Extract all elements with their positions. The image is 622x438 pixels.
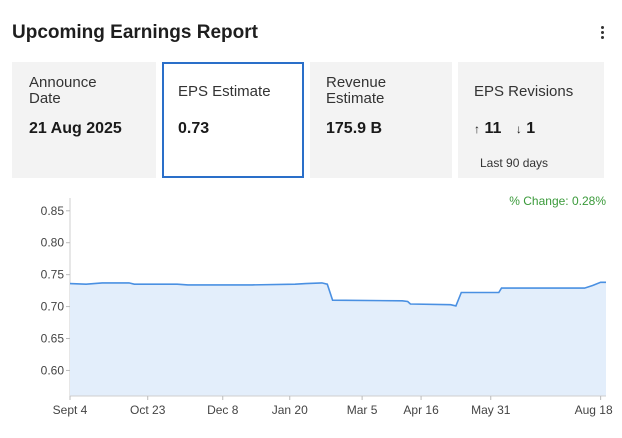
revisions-period: Last 90 days [480, 156, 549, 170]
eps-estimate-value: 0.73 [178, 120, 210, 137]
revenue-estimate-card[interactable]: Revenue Estimate 175.9 B [310, 62, 452, 178]
eps-revisions-label: EPS Revisions [474, 83, 574, 100]
widget-title: Upcoming Earnings Report [12, 22, 258, 43]
arrow-down-icon: ↓ [515, 122, 522, 136]
announce-date-value: 21 Aug 2025 [29, 120, 122, 137]
widget-header: Upcoming Earnings Report [12, 20, 612, 50]
y-tick-label: 0.85 [41, 204, 65, 218]
eps-estimate-label: EPS Estimate [178, 83, 271, 100]
eps-revisions-counts: ↑ 11 ↓ 1 [474, 120, 535, 138]
revisions-up-count: 11 [484, 120, 502, 137]
x-tick-label: Sept 4 [53, 403, 88, 417]
eps-area-fill [70, 282, 606, 396]
announce-date-card[interactable]: Announce Date 21 Aug 2025 [12, 62, 156, 178]
y-tick-label: 0.75 [41, 268, 65, 282]
x-tick-label: Oct 23 [130, 403, 166, 417]
y-tick-label: 0.70 [41, 300, 65, 314]
y-tick-label: 0.60 [41, 363, 65, 377]
arrow-up-icon: ↑ [474, 122, 480, 136]
y-tick-label: 0.80 [41, 236, 65, 250]
eps-chart-svg[interactable]: 0.85 0.80 0.75 0.70 0.65 0.60 Sept 4 Oct 23 Dec … [0, 190, 622, 438]
revisions-down-count: 1 [526, 120, 536, 137]
x-tick-label: Jan 20 [272, 403, 308, 417]
earnings-cards: Announce Date 21 Aug 2025 EPS Estimate 0… [12, 62, 604, 178]
eps-estimate-card[interactable]: EPS Estimate 0.73 [162, 62, 304, 178]
eps-series-line [69, 281, 606, 307]
x-tick-label: Apr 16 [403, 403, 439, 417]
eps-revisions-card[interactable]: EPS Revisions ↑ 11 ↓ 1 Last 90 days [458, 62, 604, 178]
x-tick-label: Mar 5 [347, 403, 378, 417]
eps-chart: % Change: 0.28% 0.85 0.80 0.75 0.70 0.65 0.60… [0, 190, 622, 438]
percent-change-label: % Change: 0.28% [509, 194, 606, 208]
x-tick-label: May 31 [471, 403, 511, 417]
revenue-estimate-label: Revenue Estimate [326, 74, 387, 107]
announce-date-label: Announce Date [29, 74, 97, 107]
revenue-estimate-value: 175.9 B [326, 120, 383, 137]
x-tick-label: Dec 8 [207, 403, 239, 417]
x-tick-label: Aug 18 [575, 403, 613, 417]
y-tick-label: 0.65 [41, 332, 65, 346]
kebab-menu-icon[interactable] [596, 24, 608, 44]
